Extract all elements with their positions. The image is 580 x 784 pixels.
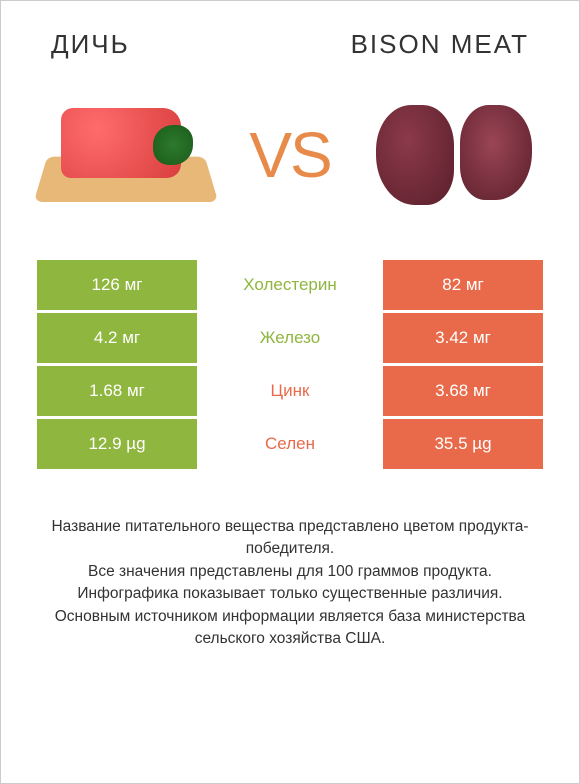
left-product-title: ДИЧЬ: [51, 29, 130, 60]
nutrient-label-cell: Холестерин: [197, 260, 383, 310]
table-row: 1.68 мгЦинк3.68 мг: [37, 366, 543, 416]
footer-line: Название питательного вещества представл…: [31, 516, 549, 561]
right-value-cell: 3.42 мг: [383, 313, 543, 363]
nutrient-label-cell: Цинк: [197, 366, 383, 416]
images-row: VS: [1, 70, 579, 260]
table-row: 12.9 µgСелен35.5 µg: [37, 419, 543, 469]
left-value-cell: 1.68 мг: [37, 366, 197, 416]
right-value-cell: 82 мг: [383, 260, 543, 310]
bison-meat-icon: [376, 105, 532, 205]
footer-line: Основным источником информации является …: [31, 606, 549, 651]
left-value-cell: 4.2 мг: [37, 313, 197, 363]
left-product-image: [31, 80, 221, 230]
table-row: 126 мгХолестерин82 мг: [37, 260, 543, 310]
footer-line: Все значения представлены для 100 граммо…: [31, 561, 549, 583]
table-row: 4.2 мгЖелезо3.42 мг: [37, 313, 543, 363]
ground-meat-icon: [41, 100, 211, 210]
right-product-image: [359, 80, 549, 230]
footer-line: Инфографика показывает только существенн…: [31, 583, 549, 605]
right-value-cell: 3.68 мг: [383, 366, 543, 416]
vs-label: VS: [249, 118, 330, 192]
left-value-cell: 12.9 µg: [37, 419, 197, 469]
nutrient-label-cell: Железо: [197, 313, 383, 363]
right-product-title: BISON MEAT: [351, 29, 529, 60]
left-value-cell: 126 мг: [37, 260, 197, 310]
nutrient-label-cell: Селен: [197, 419, 383, 469]
right-value-cell: 35.5 µg: [383, 419, 543, 469]
comparison-table: 126 мгХолестерин82 мг4.2 мгЖелезо3.42 мг…: [1, 260, 579, 469]
footer-notes: Название питательного вещества представл…: [1, 472, 579, 651]
header-row: ДИЧЬ BISON MEAT: [1, 1, 579, 70]
